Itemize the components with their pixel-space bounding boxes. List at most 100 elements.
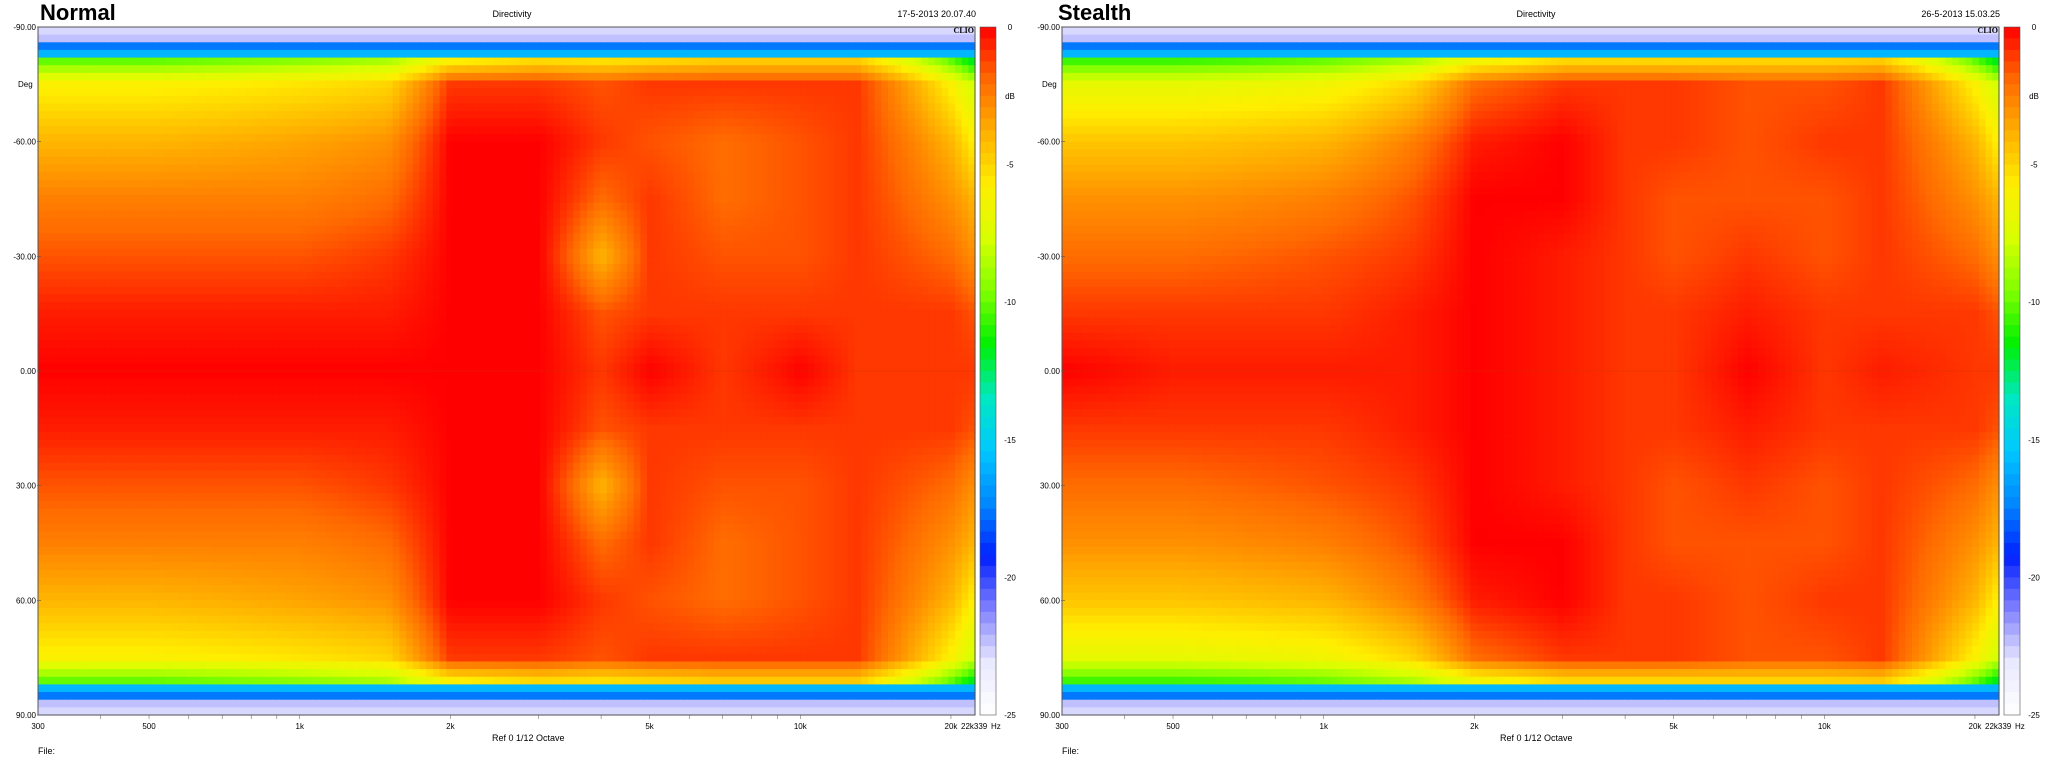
heatmap-cell bbox=[834, 195, 842, 204]
heatmap-cell bbox=[486, 210, 494, 219]
heatmap-cell bbox=[84, 34, 93, 43]
heatmap-cell bbox=[573, 34, 581, 43]
heatmap-cell bbox=[319, 195, 327, 204]
heatmap-cell bbox=[867, 195, 876, 204]
heatmap-cell bbox=[928, 103, 936, 112]
heatmap-cell bbox=[419, 34, 427, 43]
heatmap-cell bbox=[439, 156, 447, 166]
heatmap-cell bbox=[593, 141, 601, 150]
heatmap-cell bbox=[573, 141, 581, 150]
heatmap-cell bbox=[626, 111, 635, 120]
heatmap-cell bbox=[272, 263, 280, 273]
heatmap-cell bbox=[38, 248, 46, 257]
heatmap-cell bbox=[125, 118, 133, 127]
heatmap-cell bbox=[473, 202, 481, 212]
heatmap-cell bbox=[928, 210, 936, 219]
heatmap-cell bbox=[787, 65, 795, 74]
heatmap-cell bbox=[459, 27, 467, 36]
heatmap-cell bbox=[372, 141, 380, 150]
heatmap-cell bbox=[673, 263, 682, 273]
heatmap-cell bbox=[707, 103, 715, 112]
heatmap-cell bbox=[513, 80, 521, 89]
heatmap-cell bbox=[452, 210, 461, 219]
heatmap-cell bbox=[479, 218, 488, 227]
heatmap-cell bbox=[71, 72, 79, 82]
heatmap-cell bbox=[278, 118, 287, 127]
heatmap-cell bbox=[821, 141, 829, 150]
heatmap-cell bbox=[941, 72, 949, 82]
heatmap-cell bbox=[412, 156, 421, 166]
heatmap-cell bbox=[720, 42, 728, 51]
heatmap-cell bbox=[653, 179, 662, 189]
heatmap-cell bbox=[647, 118, 655, 127]
heatmap-cell bbox=[807, 202, 815, 212]
heatmap-cell bbox=[91, 118, 99, 127]
heatmap-cell bbox=[238, 202, 247, 212]
heatmap-cell bbox=[252, 218, 260, 227]
heatmap-cell bbox=[921, 256, 929, 265]
heatmap-cell bbox=[232, 279, 240, 288]
heatmap-cell bbox=[586, 111, 595, 120]
heatmap-cell bbox=[887, 34, 896, 43]
heatmap-cell bbox=[104, 88, 113, 97]
heatmap-cell bbox=[800, 27, 809, 36]
heatmap-cell bbox=[111, 27, 119, 36]
heatmap-cell bbox=[238, 271, 247, 280]
heatmap-cell bbox=[814, 172, 822, 181]
heatmap-cell bbox=[131, 279, 139, 288]
heatmap-cell bbox=[874, 210, 882, 219]
heatmap-cell bbox=[787, 225, 795, 234]
heatmap-cell bbox=[780, 65, 789, 74]
heatmap-cell bbox=[693, 95, 702, 105]
heatmap-cell bbox=[961, 172, 969, 181]
heatmap-cell bbox=[941, 279, 949, 288]
heatmap-cell bbox=[553, 279, 561, 288]
heatmap-cell bbox=[707, 241, 715, 250]
heatmap-cell bbox=[787, 111, 795, 120]
heatmap-cell bbox=[874, 172, 882, 181]
heatmap-cell bbox=[526, 88, 534, 97]
heatmap-cell bbox=[921, 286, 929, 296]
heatmap-cell bbox=[111, 241, 119, 250]
heatmap-cell bbox=[560, 241, 568, 250]
heatmap-cell bbox=[560, 294, 568, 303]
heatmap-cell bbox=[673, 233, 682, 242]
heatmap-cell bbox=[800, 218, 809, 227]
heatmap-cell bbox=[352, 57, 360, 66]
heatmap-cell bbox=[212, 141, 220, 150]
heatmap-cell bbox=[653, 279, 662, 288]
heatmap-cell bbox=[78, 34, 86, 43]
heatmap-cell bbox=[894, 263, 902, 273]
heatmap-cell bbox=[238, 88, 247, 97]
heatmap-cell bbox=[205, 80, 213, 89]
heatmap-cell bbox=[720, 156, 728, 166]
heatmap-cell bbox=[566, 279, 575, 288]
heatmap-cell bbox=[854, 241, 862, 250]
heatmap-cell bbox=[787, 126, 795, 135]
heatmap-cell bbox=[687, 118, 695, 127]
heatmap-cell bbox=[506, 49, 514, 59]
heatmap-cell bbox=[854, 95, 862, 105]
heatmap-cell bbox=[359, 65, 367, 74]
heatmap-cell bbox=[734, 271, 742, 280]
heatmap-cell bbox=[218, 179, 226, 189]
heatmap-cell bbox=[546, 225, 554, 234]
heatmap-cell bbox=[399, 195, 407, 204]
heatmap-cell bbox=[653, 172, 662, 181]
heatmap-cell bbox=[125, 241, 133, 250]
heatmap-cell bbox=[593, 225, 601, 234]
heatmap-cell bbox=[887, 225, 896, 234]
heatmap-cell bbox=[660, 42, 668, 51]
heatmap-cell bbox=[928, 279, 936, 288]
heatmap-cell bbox=[586, 179, 595, 189]
heatmap-cell bbox=[713, 172, 722, 181]
heatmap-cell bbox=[894, 225, 902, 234]
heatmap-cell bbox=[238, 42, 247, 51]
heatmap-cell bbox=[372, 126, 380, 135]
heatmap-cell bbox=[151, 72, 160, 82]
heatmap-cell bbox=[626, 72, 635, 82]
heatmap-cell bbox=[727, 72, 735, 82]
heatmap-cell bbox=[861, 72, 869, 82]
heatmap-cell bbox=[38, 218, 46, 227]
heatmap-cell bbox=[64, 57, 73, 66]
